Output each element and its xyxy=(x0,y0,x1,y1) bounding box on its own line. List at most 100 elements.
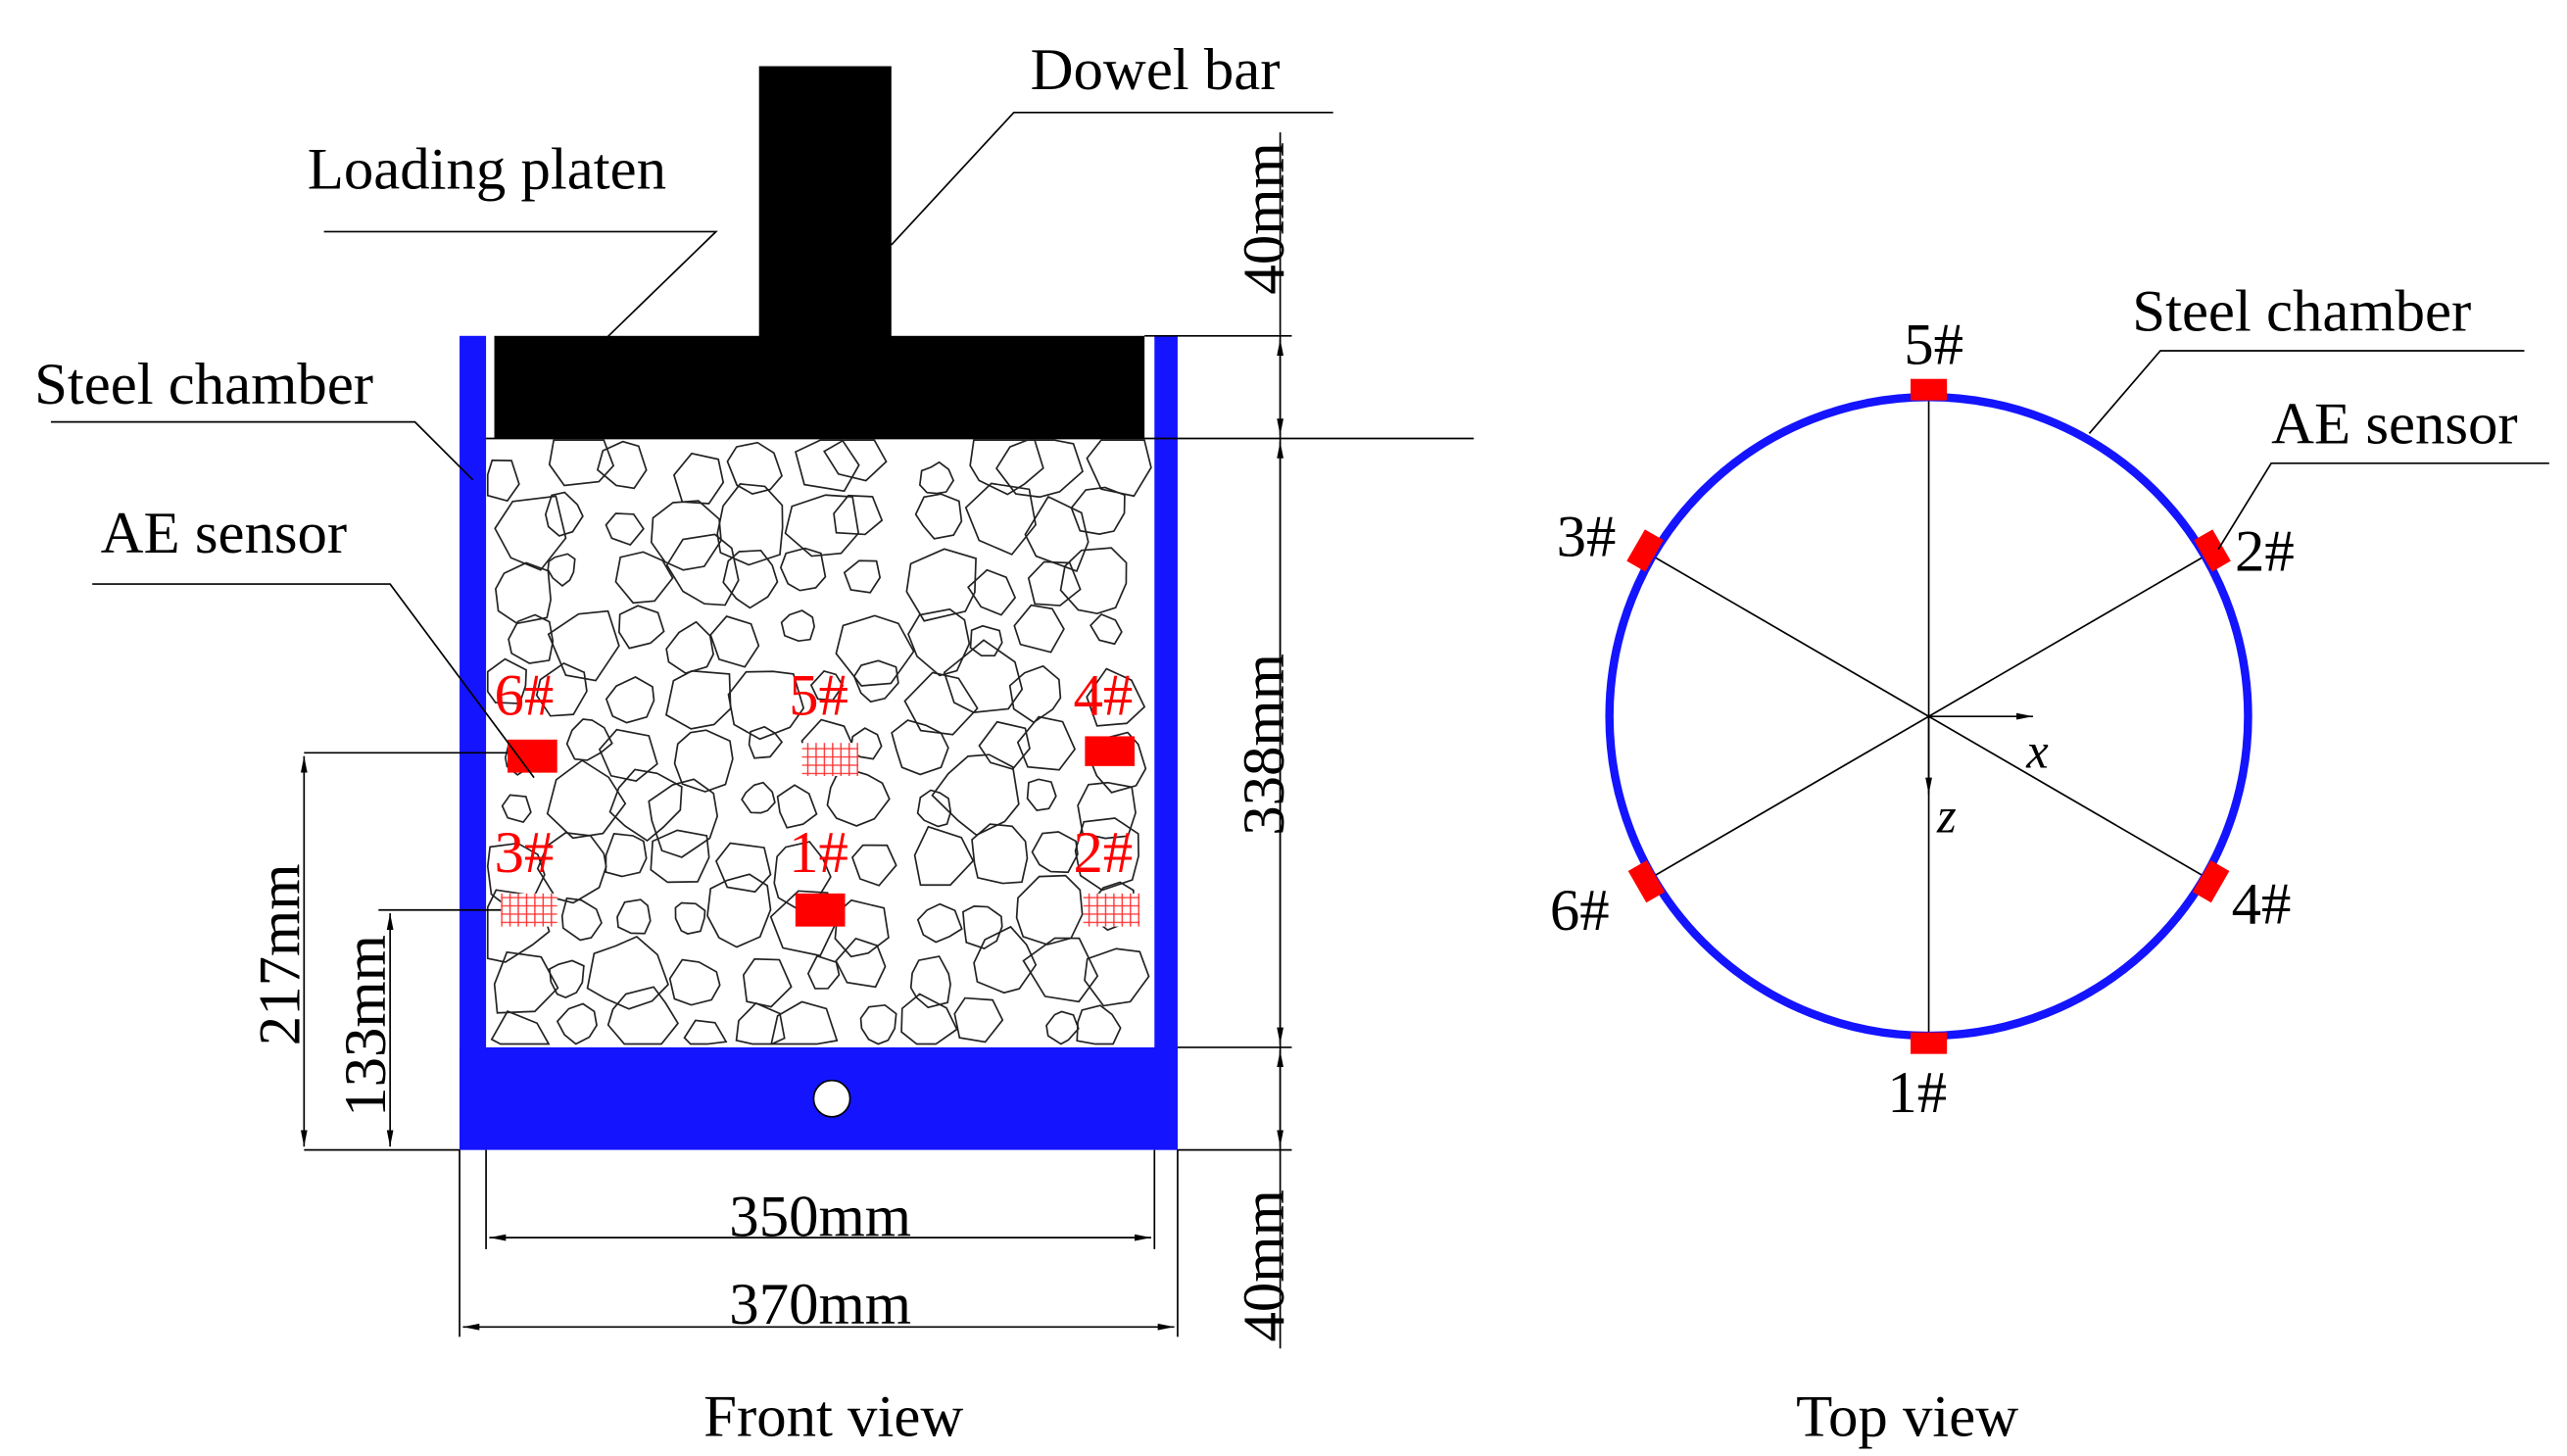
aggregate-stone xyxy=(833,494,884,536)
aggregate-stone xyxy=(943,639,1024,713)
sensor-label: 6# xyxy=(1550,878,1610,944)
sensor xyxy=(795,893,846,927)
aggregate-stone xyxy=(1008,664,1062,724)
aggregate-stone xyxy=(913,825,975,887)
sensor-label: 6# xyxy=(495,662,555,728)
aggregate-stone xyxy=(596,440,648,490)
aggregate-stone xyxy=(1022,937,1099,1003)
aggregate-stone xyxy=(850,844,897,887)
sensor-label: 4# xyxy=(2232,871,2292,937)
axis-label: z xyxy=(1936,788,1957,843)
dimension: 40mm xyxy=(1232,142,1297,294)
dimension: 338mm xyxy=(1232,654,1297,836)
aggregate-stone xyxy=(905,548,977,622)
aggregate-stone xyxy=(598,728,658,782)
aggregate-stone xyxy=(971,823,1029,885)
aggregate-stone xyxy=(1086,667,1146,727)
aggregate-stone xyxy=(546,759,627,840)
leaders xyxy=(2088,350,2549,551)
sensors xyxy=(1626,378,2231,1054)
aggregate-stone xyxy=(727,670,805,741)
aggregate-stone xyxy=(973,925,1038,995)
aggregate-stone xyxy=(795,439,860,493)
aggregate-stone xyxy=(606,986,679,1045)
view-title: Top view xyxy=(1796,1384,2018,1450)
aggregate-stone xyxy=(547,553,576,588)
aggregate-stone xyxy=(608,768,683,843)
sensor-label: 3# xyxy=(495,820,555,886)
aggregate-stone xyxy=(1016,715,1077,771)
aggregate-stone xyxy=(770,1000,839,1045)
aggregate-stone xyxy=(714,842,772,894)
aggregate-stone xyxy=(1031,831,1079,874)
aggregate-stone xyxy=(843,559,882,594)
aggregate-stone xyxy=(709,615,760,668)
aggregate-stone xyxy=(665,620,714,675)
aggregate-stone xyxy=(616,898,652,935)
aggregate-stone xyxy=(605,832,648,878)
chamber-wall xyxy=(460,335,487,1150)
aggregate-stone xyxy=(1070,486,1126,535)
sensor-label: 3# xyxy=(1557,504,1617,569)
aggregate-stone xyxy=(779,547,827,592)
aggregate-stone xyxy=(535,662,588,717)
aggregate-stone xyxy=(549,959,585,998)
aggregate-stone xyxy=(742,957,793,1008)
aggregate-stone xyxy=(614,551,674,605)
sensor xyxy=(1626,529,1664,572)
aggregate-stone xyxy=(809,669,845,702)
dimension-lines xyxy=(300,132,1475,1349)
aggregate-stone xyxy=(665,533,740,607)
sensor xyxy=(508,739,557,773)
sensor xyxy=(1627,860,1666,903)
leaders xyxy=(50,111,1333,779)
sensor-label: 5# xyxy=(1904,313,1963,378)
aggregate-stone xyxy=(907,607,971,677)
aggregate-stone xyxy=(918,461,955,495)
aggregate-stone xyxy=(900,993,958,1045)
aggregate-stone xyxy=(665,669,732,730)
label: Dowel bar xyxy=(1031,37,1281,103)
sensor xyxy=(1083,893,1140,927)
aggregate-stone xyxy=(556,1002,598,1045)
aggregate-stone xyxy=(1027,560,1082,607)
aggregate-stone xyxy=(674,901,706,935)
sensor-label: 2# xyxy=(1074,820,1134,886)
aggregate-stone xyxy=(1015,874,1084,946)
aggregate-stone xyxy=(859,1003,897,1045)
dimension: 133mm xyxy=(333,935,399,1117)
label: Steel chamber xyxy=(34,352,373,417)
aggregate-stone xyxy=(673,729,734,793)
base-hole xyxy=(812,1079,851,1118)
aggregate-stone xyxy=(650,829,710,884)
label: AE sensor xyxy=(2271,392,2518,458)
aggregate-stone xyxy=(495,561,552,625)
aggregate-stone xyxy=(548,439,615,487)
aggregate-stone xyxy=(1024,495,1090,572)
aggregate-stone xyxy=(903,671,979,736)
aggregate-stone xyxy=(1013,604,1065,654)
aggregate-stone xyxy=(1084,947,1150,1007)
aggregate-stone xyxy=(914,493,963,540)
aggregate-stone xyxy=(486,657,527,704)
aggregate-stone xyxy=(931,753,1020,837)
dimension: 40mm xyxy=(1232,1189,1297,1341)
aggregate-stone xyxy=(726,441,783,495)
aggregate-stone xyxy=(769,890,837,957)
view-title: Front view xyxy=(703,1384,963,1450)
aggregate-stone xyxy=(605,512,645,547)
label: Loading platen xyxy=(308,137,666,203)
aggregate-stone xyxy=(1059,547,1128,615)
aggregate-stone xyxy=(891,719,949,776)
axis-label: x xyxy=(2025,724,2049,779)
sensor xyxy=(501,893,557,927)
aggregate-stone xyxy=(1045,1010,1080,1045)
aggregate-stone xyxy=(823,439,888,482)
dimension: 370mm xyxy=(729,1272,911,1337)
aggregate-stone xyxy=(748,725,784,759)
aggregate-stone xyxy=(962,905,1003,950)
aggregate-stone xyxy=(780,609,815,643)
sensor-label: 1# xyxy=(1887,1060,1947,1126)
aggregate-stone xyxy=(668,958,721,1006)
